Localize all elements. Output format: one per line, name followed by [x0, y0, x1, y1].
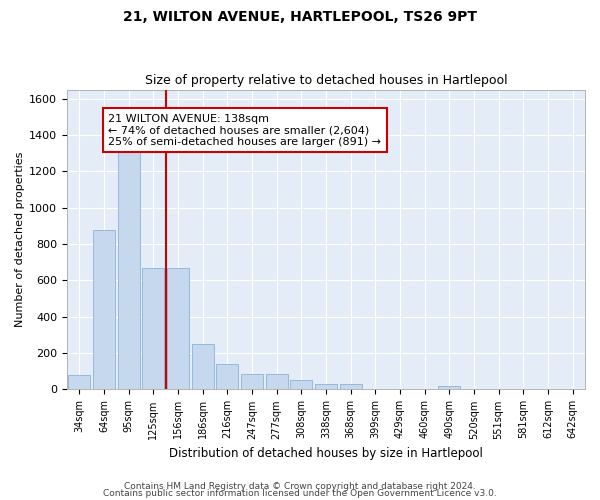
Text: 21 WILTON AVENUE: 138sqm
← 74% of detached houses are smaller (2,604)
25% of sem: 21 WILTON AVENUE: 138sqm ← 74% of detach…	[109, 114, 382, 146]
Bar	[290, 380, 313, 390]
Bar	[68, 375, 91, 390]
Bar	[315, 384, 337, 390]
Text: Contains public sector information licensed under the Open Government Licence v3: Contains public sector information licen…	[103, 490, 497, 498]
Bar	[438, 386, 460, 390]
Bar	[93, 230, 115, 390]
Bar	[216, 364, 238, 390]
Title: Size of property relative to detached houses in Hartlepool: Size of property relative to detached ho…	[145, 74, 508, 87]
Y-axis label: Number of detached properties: Number of detached properties	[15, 152, 25, 327]
Bar	[241, 374, 263, 390]
Bar	[167, 268, 189, 390]
X-axis label: Distribution of detached houses by size in Hartlepool: Distribution of detached houses by size …	[169, 447, 483, 460]
Bar	[118, 150, 140, 390]
Bar	[191, 344, 214, 390]
Text: Contains HM Land Registry data © Crown copyright and database right 2024.: Contains HM Land Registry data © Crown c…	[124, 482, 476, 491]
Bar	[266, 374, 288, 390]
Text: 21, WILTON AVENUE, HARTLEPOOL, TS26 9PT: 21, WILTON AVENUE, HARTLEPOOL, TS26 9PT	[123, 10, 477, 24]
Bar	[142, 268, 164, 390]
Bar	[340, 384, 362, 390]
